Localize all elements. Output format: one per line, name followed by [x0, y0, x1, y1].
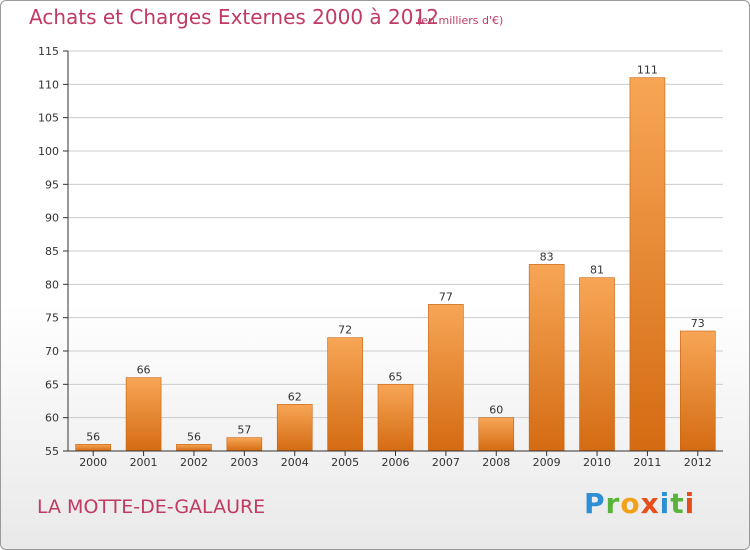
value-label: 65 [389, 370, 403, 383]
value-label: 77 [439, 290, 453, 303]
bar [377, 384, 414, 452]
value-label: 66 [137, 364, 151, 377]
x-tick-label: 2007 [432, 456, 460, 469]
value-label: 57 [237, 424, 251, 437]
x-tick-label: 2006 [382, 456, 410, 469]
x-tick-label: 2004 [281, 456, 309, 469]
grid-lines [68, 50, 723, 419]
value-label: 72 [338, 324, 352, 337]
x-tick-label: 2001 [130, 456, 158, 469]
x-tick-label: 2002 [180, 456, 208, 469]
logo-letter: t [670, 487, 685, 520]
value-label: 56 [86, 430, 100, 443]
bar [125, 377, 162, 452]
y-tick-label: 75 [45, 312, 59, 325]
value-label: 56 [187, 430, 201, 443]
x-tick-label: 2000 [79, 456, 107, 469]
location-name: LA MOTTE-DE-GALAURE [37, 496, 266, 518]
bar [680, 330, 716, 452]
value-label: 62 [288, 390, 302, 403]
y-tick-label: 115 [38, 45, 59, 58]
value-label: 111 [637, 64, 658, 77]
value-label: 83 [540, 250, 554, 263]
y-tick-label: 60 [45, 412, 59, 425]
proxiti-logo[interactable]: Proxiti [584, 487, 695, 520]
x-tick-label: 2010 [583, 456, 611, 469]
logo-letter: i [659, 487, 671, 520]
chart-title: Achats et Charges Externes 2000 à 2012 [29, 5, 439, 29]
y-tick-label: 80 [45, 278, 59, 291]
y-tick-label: 90 [45, 212, 59, 225]
logo-letter: o [620, 487, 641, 520]
x-tick-label: 2009 [533, 456, 561, 469]
x-tick-label: 2011 [633, 456, 661, 469]
x-tick-label: 2008 [482, 456, 510, 469]
y-tick-label: 85 [45, 245, 59, 258]
bar [579, 277, 615, 452]
y-tick-label: 105 [38, 112, 59, 125]
labels: 55 60 65 70 75 80 85 90 95 100 105 110 115 56 2000 66 20… [38, 45, 712, 469]
bar [226, 437, 263, 452]
bar [75, 444, 111, 452]
chart-subtitle: (en milliers d'€) [417, 14, 504, 27]
y-tick-label: 65 [45, 378, 59, 391]
value-label: 81 [590, 264, 604, 277]
y-tick-label: 55 [45, 445, 59, 458]
y-tick-label: 100 [38, 145, 59, 158]
logo-letter: x [640, 487, 660, 520]
bar [629, 77, 666, 452]
value-label: 60 [489, 404, 503, 417]
logo-letter: P [584, 487, 606, 520]
x-tick-label: 2005 [331, 456, 359, 469]
x-tick-label: 2003 [230, 456, 258, 469]
logo-letter: i [684, 487, 696, 520]
bars [75, 77, 716, 452]
bar [428, 304, 464, 452]
bar [528, 264, 565, 452]
bar [176, 444, 212, 452]
value-label: 73 [691, 317, 705, 330]
y-tick-label: 70 [45, 345, 59, 358]
y-tick-label: 110 [38, 78, 59, 91]
logo-letter: r [605, 487, 621, 520]
bar [478, 417, 515, 452]
bar [327, 337, 363, 452]
y-tick-label: 95 [45, 178, 59, 191]
bar [276, 404, 313, 452]
x-tick-label: 2012 [684, 456, 712, 469]
